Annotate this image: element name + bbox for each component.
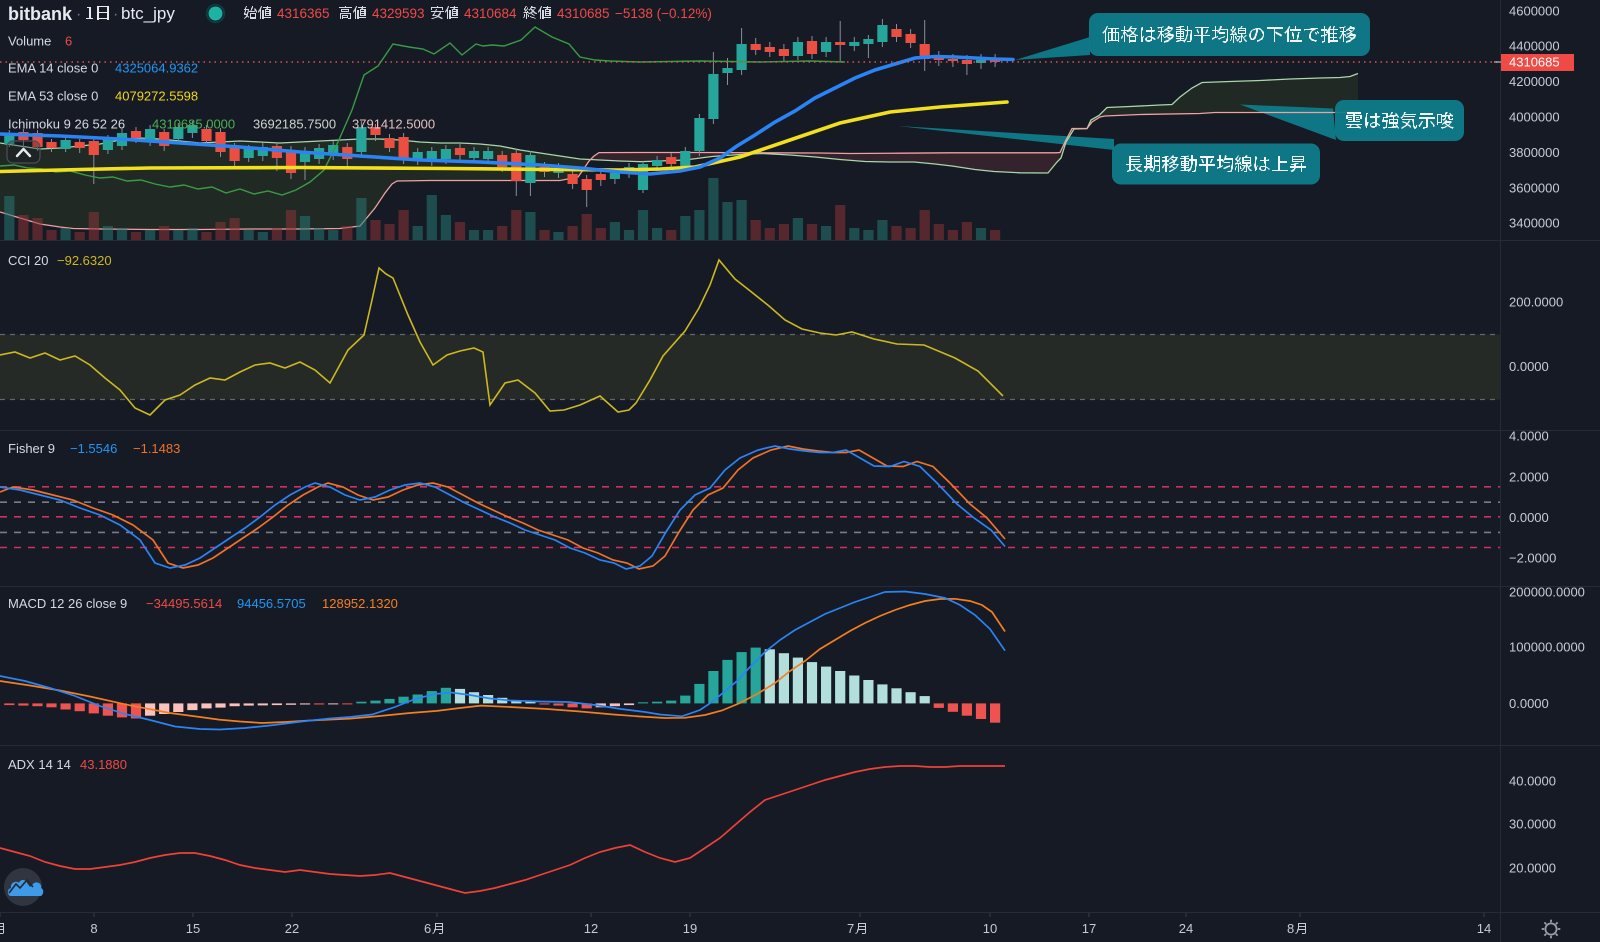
svg-text:0.0000: 0.0000 — [1509, 696, 1549, 711]
svg-text:128952.1320: 128952.1320 — [322, 596, 398, 611]
svg-text:4079272.5598: 4079272.5598 — [115, 89, 198, 104]
svg-text:20.0000: 20.0000 — [1509, 861, 1556, 876]
svg-text:200000.0000: 200000.0000 — [1509, 585, 1585, 600]
svg-text:ADX 14 14: ADX 14 14 — [8, 757, 71, 772]
svg-text:200.0000: 200.0000 — [1509, 295, 1563, 310]
svg-text:43.1880: 43.1880 — [80, 757, 127, 772]
svg-text:MACD 12 26 close 9: MACD 12 26 close 9 — [8, 596, 127, 611]
svg-text:−92.6320: −92.6320 — [57, 253, 112, 268]
svg-text:4000000: 4000000 — [1509, 110, 1560, 125]
svg-text:4600000: 4600000 — [1509, 3, 1560, 18]
svg-text:4200000: 4200000 — [1509, 74, 1560, 89]
svg-text:22: 22 — [285, 921, 299, 936]
svg-text:7: 7 — [847, 921, 854, 936]
svg-text:2.0000: 2.0000 — [1509, 470, 1549, 485]
svg-text:bitbank: bitbank — [8, 4, 73, 24]
svg-text:12: 12 — [584, 921, 598, 936]
svg-text:3800000: 3800000 — [1509, 145, 1560, 160]
svg-text:6: 6 — [65, 34, 72, 49]
svg-text:3692185.7500: 3692185.7500 — [253, 117, 336, 132]
svg-text:4325064.9362: 4325064.9362 — [115, 61, 198, 76]
svg-text:10: 10 — [983, 921, 997, 936]
svg-text:−1.1483: −1.1483 — [133, 441, 180, 456]
svg-text:40.0000: 40.0000 — [1509, 774, 1556, 789]
svg-text:17: 17 — [1082, 921, 1096, 936]
svg-text:−2.0000: −2.0000 — [1509, 551, 1556, 566]
svg-text:3791412.5000: 3791412.5000 — [352, 117, 435, 132]
svg-text:15: 15 — [186, 921, 200, 936]
svg-text:0.0000: 0.0000 — [1509, 510, 1549, 525]
svg-text:8: 8 — [1287, 921, 1294, 936]
svg-text:19: 19 — [683, 921, 697, 936]
svg-text:6: 6 — [424, 921, 431, 936]
svg-text:30.0000: 30.0000 — [1509, 817, 1556, 832]
svg-text:−5138 (−0.12%): −5138 (−0.12%) — [615, 6, 712, 21]
svg-text:4329593: 4329593 — [372, 6, 425, 21]
svg-text:btc_jpy: btc_jpy — [121, 4, 175, 23]
svg-text:100000.0000: 100000.0000 — [1509, 640, 1585, 655]
svg-text:EMA 53 close 0: EMA 53 close 0 — [8, 89, 98, 104]
svg-text:14: 14 — [1477, 921, 1491, 936]
svg-text:24: 24 — [1179, 921, 1193, 936]
svg-text:4310684: 4310684 — [464, 6, 517, 21]
svg-text:4310685: 4310685 — [1509, 55, 1560, 70]
svg-text:94456.5705: 94456.5705 — [237, 596, 306, 611]
svg-text:EMA 14 close 0: EMA 14 close 0 — [8, 61, 98, 76]
svg-text:Ichimoku 9 26 52 26: Ichimoku 9 26 52 26 — [8, 117, 125, 132]
svg-text:−34495.5614: −34495.5614 — [146, 596, 222, 611]
svg-text:·: · — [113, 6, 118, 23]
svg-text:4310685: 4310685 — [557, 6, 610, 21]
svg-text:3400000: 3400000 — [1509, 216, 1560, 231]
svg-text:·: · — [76, 6, 81, 23]
svg-text:8: 8 — [90, 921, 97, 936]
svg-text:Fisher 9: Fisher 9 — [8, 441, 55, 456]
svg-text:0.0000: 0.0000 — [1509, 359, 1549, 374]
svg-text:3600000: 3600000 — [1509, 180, 1560, 195]
svg-text:Volume: Volume — [8, 34, 51, 49]
svg-text:4.0000: 4.0000 — [1509, 429, 1549, 444]
svg-text:4400000: 4400000 — [1509, 39, 1560, 54]
svg-text:−1.5546: −1.5546 — [70, 441, 117, 456]
svg-text:CCI 20: CCI 20 — [8, 253, 48, 268]
svg-text:4310685.0000: 4310685.0000 — [152, 117, 235, 132]
svg-text:4316365: 4316365 — [277, 6, 330, 21]
